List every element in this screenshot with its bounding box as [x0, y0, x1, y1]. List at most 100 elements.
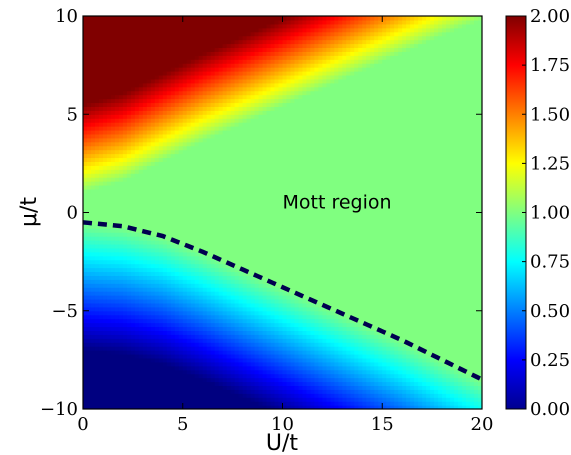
heatmap-cell [174, 271, 180, 276]
heatmap-cell [122, 381, 128, 387]
heatmap-cell [186, 67, 192, 72]
heatmap-cell [190, 184, 196, 190]
heatmap-cell [130, 401, 136, 406]
heatmap-cell [90, 279, 96, 284]
heatmap-cell [170, 126, 176, 131]
heatmap-cell [190, 55, 196, 60]
heatmap-cell [234, 39, 240, 45]
heatmap-cell [198, 19, 204, 25]
heatmap-cell [250, 310, 256, 316]
heatmap-cell [266, 263, 272, 269]
heatmap-cell [102, 59, 108, 64]
heatmap-cell [110, 63, 116, 68]
heatmap-cell [258, 243, 264, 249]
heatmap-cell [190, 322, 196, 328]
heatmap-cell [83, 373, 88, 379]
heatmap-cell [110, 322, 116, 328]
heatmap-cell [278, 129, 284, 135]
heatmap-cell [86, 188, 92, 194]
heatmap-cell [190, 67, 196, 72]
heatmap-cell [254, 334, 260, 339]
heatmap-cell [118, 393, 124, 398]
heatmap-cell [246, 177, 252, 182]
heatmap-cell [134, 243, 140, 249]
heatmap-cell [83, 133, 88, 139]
heatmap-cell [242, 196, 248, 202]
heatmap-cell [242, 346, 248, 351]
heatmap-cell [130, 405, 136, 409]
heatmap-cell [102, 145, 108, 151]
heatmap-cell [158, 74, 164, 80]
heatmap-cell [198, 334, 204, 339]
heatmap-cell [230, 283, 236, 288]
heatmap-cell [242, 381, 248, 387]
heatmap-cell [138, 35, 144, 41]
heatmap-cell [278, 59, 284, 64]
heatmap-cell [222, 129, 228, 135]
heatmap-cell [214, 302, 220, 308]
heatmap-cell [170, 169, 176, 174]
heatmap-cell [262, 51, 268, 56]
heatmap-cell [83, 369, 88, 375]
heatmap-cell [194, 212, 200, 218]
heatmap-cell [234, 19, 240, 25]
heatmap-cell [226, 47, 232, 52]
heatmap-cell [182, 200, 188, 206]
heatmap-cell [118, 228, 124, 233]
heatmap-cell [150, 35, 156, 41]
heatmap-cell [266, 220, 272, 225]
heatmap-cell [106, 27, 112, 33]
heatmap-cell [258, 314, 264, 320]
heatmap-cell [130, 247, 136, 253]
heatmap-cell [130, 361, 136, 367]
heatmap-cell [142, 98, 148, 104]
heatmap-cell [226, 145, 232, 151]
heatmap-cell [134, 306, 140, 312]
heatmap-cell [162, 295, 168, 300]
heatmap-cell [226, 393, 232, 398]
heatmap-cell [242, 200, 248, 206]
heatmap-cell [94, 271, 100, 276]
heatmap-cell [166, 405, 172, 409]
heatmap-cell [262, 255, 268, 261]
heatmap-cell [190, 369, 196, 375]
heatmap-cell [210, 243, 216, 249]
heatmap-cell [242, 16, 248, 21]
heatmap-cell [278, 224, 284, 229]
heatmap-cell [154, 137, 160, 143]
heatmap-cell [242, 224, 248, 229]
heatmap-cell [218, 291, 224, 296]
heatmap-cell [162, 55, 168, 60]
heatmap-cell [218, 401, 224, 406]
heatmap-cell [142, 263, 148, 269]
heatmap-cell [138, 149, 144, 155]
heatmap-cell [126, 263, 132, 269]
heatmap-cell [266, 200, 272, 206]
heatmap-cell [122, 314, 128, 320]
heatmap-cell [222, 240, 228, 245]
heatmap-cell [118, 295, 124, 300]
heatmap-cell [134, 165, 140, 170]
heatmap-cell [258, 353, 264, 359]
heatmap-cell [158, 114, 164, 119]
heatmap-cell [262, 298, 268, 304]
heatmap-cell [110, 169, 116, 174]
heatmap-cell [106, 173, 112, 178]
heatmap-cell [206, 228, 212, 233]
heatmap-cell [126, 361, 132, 367]
heatmap-cell [254, 326, 260, 331]
heatmap-cell [130, 153, 136, 159]
heatmap-cell [166, 169, 172, 174]
heatmap-cell [138, 114, 144, 119]
heatmap-cell [126, 82, 132, 88]
heatmap-cell [106, 19, 112, 25]
heatmap-cell [94, 82, 100, 88]
heatmap-cell [222, 251, 228, 257]
heatmap-cell [250, 196, 256, 202]
heatmap-cell [126, 173, 132, 178]
heatmap-cell [266, 283, 272, 288]
heatmap-cell [154, 236, 160, 241]
heatmap-cell [234, 334, 240, 339]
heatmap-cell [130, 326, 136, 331]
heatmap-cell [186, 338, 192, 343]
